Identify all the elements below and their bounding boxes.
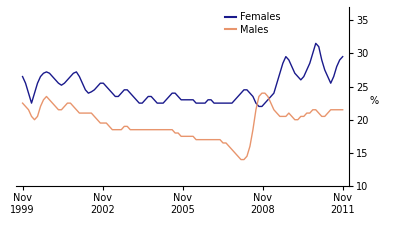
Legend: Females, Males: Females, Males — [221, 8, 285, 39]
Y-axis label: %: % — [370, 96, 379, 106]
